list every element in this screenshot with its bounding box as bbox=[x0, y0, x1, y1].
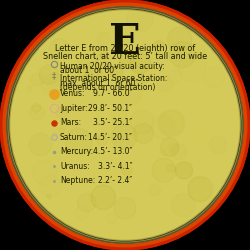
Circle shape bbox=[129, 128, 143, 142]
Text: Letter E from 20/20 (eighth) row of: Letter E from 20/20 (eighth) row of bbox=[55, 44, 195, 53]
Circle shape bbox=[176, 162, 193, 179]
Text: Mercury:: Mercury: bbox=[60, 147, 93, 156]
Circle shape bbox=[111, 124, 137, 149]
Circle shape bbox=[60, 121, 78, 139]
Circle shape bbox=[169, 143, 179, 152]
Circle shape bbox=[56, 108, 67, 118]
Circle shape bbox=[95, 54, 106, 65]
Text: (depends on orientation): (depends on orientation) bbox=[60, 83, 156, 92]
Circle shape bbox=[76, 206, 89, 220]
Circle shape bbox=[166, 164, 175, 172]
Circle shape bbox=[50, 38, 69, 58]
Text: 3.5’- 25.1″: 3.5’- 25.1″ bbox=[93, 118, 132, 127]
Circle shape bbox=[66, 128, 92, 155]
Circle shape bbox=[184, 44, 202, 62]
Circle shape bbox=[110, 107, 126, 123]
Circle shape bbox=[169, 183, 175, 189]
Text: E: E bbox=[109, 21, 141, 63]
Circle shape bbox=[8, 8, 242, 242]
Text: 3.3’- 4.1″: 3.3’- 4.1″ bbox=[98, 162, 132, 171]
Circle shape bbox=[138, 82, 148, 92]
Text: 2.2’- 2.4″: 2.2’- 2.4″ bbox=[98, 176, 132, 185]
Circle shape bbox=[119, 83, 142, 106]
Text: max. about 1’ or 60″: max. about 1’ or 60″ bbox=[60, 79, 138, 88]
Circle shape bbox=[169, 56, 183, 70]
Circle shape bbox=[23, 105, 50, 132]
Circle shape bbox=[161, 150, 167, 156]
Text: Venus:: Venus: bbox=[60, 89, 86, 98]
Circle shape bbox=[122, 165, 132, 175]
Text: ‡: ‡ bbox=[52, 71, 56, 80]
Circle shape bbox=[188, 177, 212, 202]
Circle shape bbox=[189, 129, 210, 150]
Circle shape bbox=[119, 50, 134, 65]
Circle shape bbox=[99, 166, 107, 173]
Circle shape bbox=[172, 144, 187, 160]
Circle shape bbox=[100, 53, 105, 58]
Circle shape bbox=[42, 73, 65, 97]
Text: 9.7’- 66.0″: 9.7’- 66.0″ bbox=[93, 89, 132, 98]
Circle shape bbox=[153, 41, 164, 52]
Text: 29.8’- 50.1″: 29.8’- 50.1″ bbox=[88, 104, 132, 113]
Text: Neptune:: Neptune: bbox=[60, 176, 95, 185]
Circle shape bbox=[206, 137, 214, 146]
Circle shape bbox=[91, 185, 116, 210]
Circle shape bbox=[175, 206, 192, 224]
Circle shape bbox=[45, 56, 50, 61]
Text: about 1’ or 60″: about 1’ or 60″ bbox=[60, 66, 117, 75]
Circle shape bbox=[85, 153, 104, 172]
Text: 4.5’- 13.0″: 4.5’- 13.0″ bbox=[93, 147, 132, 156]
Circle shape bbox=[130, 52, 151, 74]
Circle shape bbox=[110, 154, 135, 179]
Text: Mars:: Mars: bbox=[60, 118, 81, 127]
Circle shape bbox=[74, 59, 92, 76]
Circle shape bbox=[130, 110, 154, 134]
Text: Jupiter:: Jupiter: bbox=[60, 104, 88, 113]
Circle shape bbox=[29, 133, 52, 156]
Text: Uranus:: Uranus: bbox=[60, 162, 90, 171]
Circle shape bbox=[134, 124, 153, 143]
Text: Snellen chart, at 20 feet: 5’ tall and wide: Snellen chart, at 20 feet: 5’ tall and w… bbox=[43, 52, 207, 61]
Circle shape bbox=[32, 104, 41, 112]
Text: Saturn:: Saturn: bbox=[60, 133, 88, 142]
Circle shape bbox=[52, 132, 57, 138]
Circle shape bbox=[84, 62, 103, 81]
Text: International Space Station:: International Space Station: bbox=[60, 74, 168, 83]
Circle shape bbox=[168, 27, 192, 52]
Circle shape bbox=[78, 194, 96, 212]
Circle shape bbox=[194, 132, 209, 146]
Circle shape bbox=[160, 138, 179, 156]
Circle shape bbox=[170, 42, 196, 68]
Circle shape bbox=[59, 96, 72, 109]
Text: Human 20/20 visual acuity:: Human 20/20 visual acuity: bbox=[60, 62, 165, 71]
Circle shape bbox=[122, 50, 137, 65]
Circle shape bbox=[189, 44, 205, 60]
Circle shape bbox=[39, 65, 59, 84]
Circle shape bbox=[168, 70, 182, 83]
Circle shape bbox=[110, 66, 123, 78]
Text: 14.5’- 20.1″: 14.5’- 20.1″ bbox=[88, 133, 132, 142]
Circle shape bbox=[106, 213, 117, 224]
Circle shape bbox=[97, 73, 105, 80]
